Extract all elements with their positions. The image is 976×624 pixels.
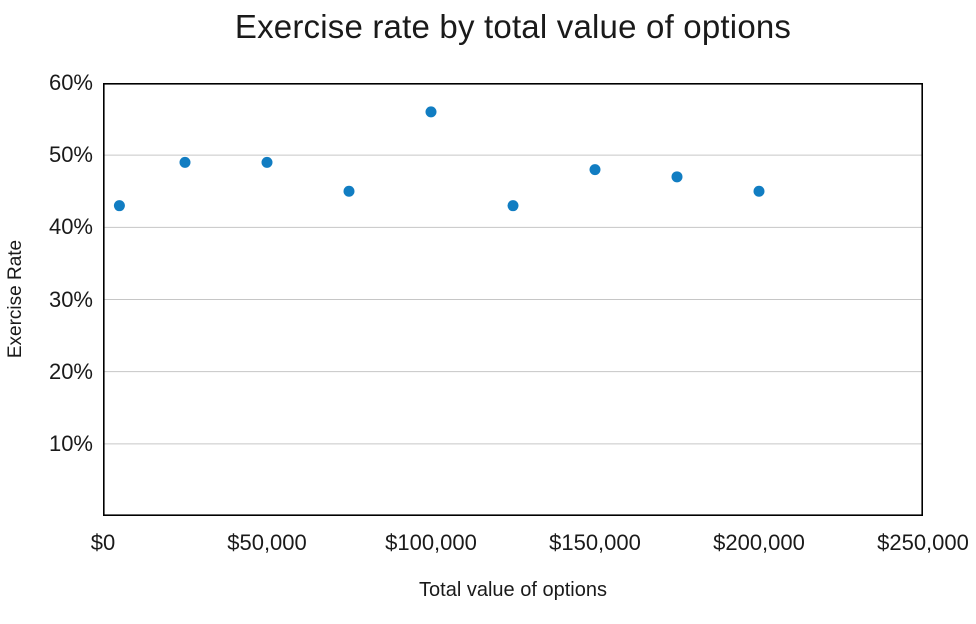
- y-tick-label: 30%: [48, 286, 93, 312]
- x-tick-label: $50,000: [227, 530, 307, 555]
- data-point: [589, 164, 601, 176]
- y-tick-label: 50%: [48, 142, 93, 168]
- y-tick-label: 10%: [48, 430, 93, 456]
- plot-svg: [103, 83, 923, 516]
- x-tick-label: $250,000: [877, 530, 969, 555]
- plot-border: [103, 83, 923, 516]
- plot-area: [103, 83, 923, 516]
- data-point: [261, 156, 273, 168]
- data-point: [753, 185, 765, 197]
- data-point: [179, 156, 191, 168]
- y-tick-label: 20%: [48, 358, 93, 384]
- y-tick-label: 40%: [48, 214, 93, 240]
- data-point: [343, 185, 355, 197]
- y-tick-label: 60%: [48, 70, 93, 95]
- chart-title: Exercise rate by total value of options: [234, 8, 792, 45]
- data-point: [671, 171, 683, 183]
- x-tick-label: $200,000: [713, 530, 805, 555]
- data-point: [425, 106, 437, 118]
- data-point: [507, 200, 519, 212]
- x-tick-label: $0: [90, 530, 116, 555]
- data-point: [113, 200, 125, 212]
- x-tick-label: $100,000: [385, 530, 477, 555]
- x-axis-title: Total value of options: [419, 579, 607, 601]
- x-tick-label: $150,000: [549, 530, 641, 555]
